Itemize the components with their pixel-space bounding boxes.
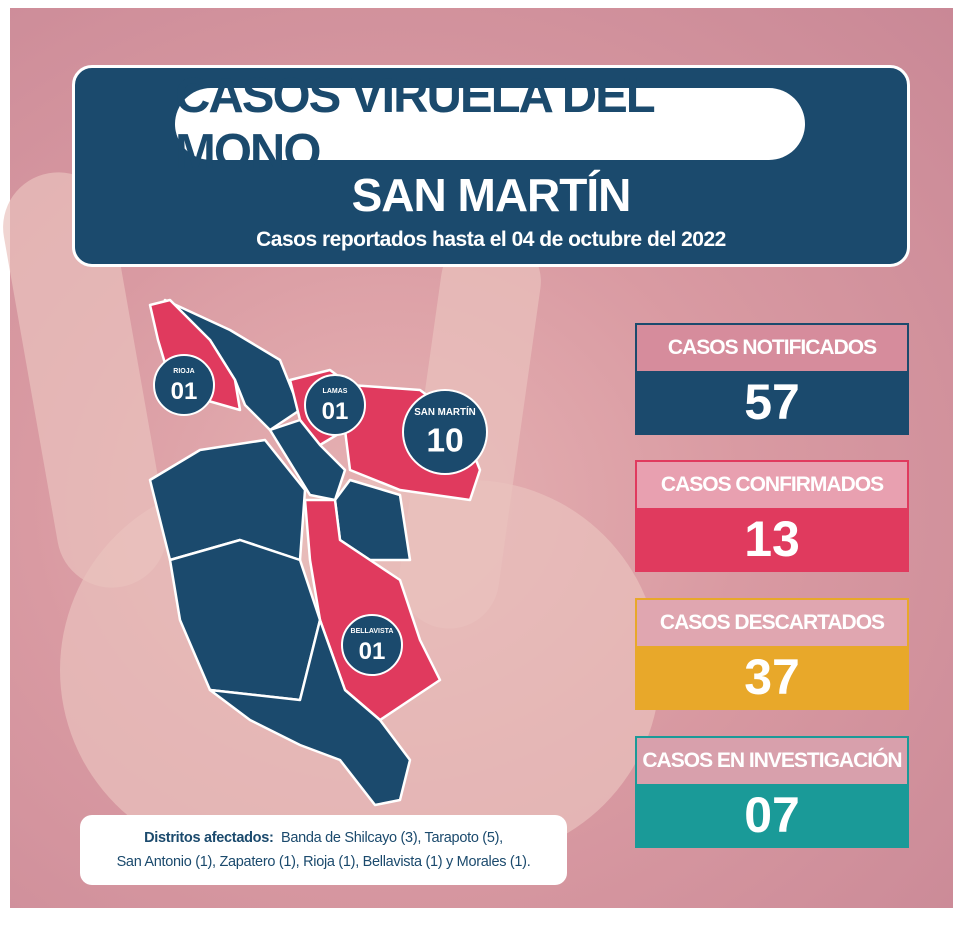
badge: LAMAS 01 [304, 374, 366, 436]
badge-count: 01 [171, 378, 198, 405]
stat-card: CASOS NOTIFICADOS 57 [635, 323, 909, 435]
badge-circle [304, 374, 366, 436]
badge: BELLAVISTA 01 [341, 614, 403, 676]
province [168, 538, 322, 702]
footer-text: Banda de Shilcayo (3), Tarapoto (5), [280, 830, 503, 846]
footer-text: San Antonio (1), Zapatero (1), Rioja (1)… [116, 854, 531, 870]
badge-name: SAN MARTÍN [414, 406, 476, 418]
stat-value: 37 [637, 646, 907, 708]
badge-circle [153, 354, 215, 416]
date-line: Casos reportados hasta el 04 de octubre … [256, 228, 726, 251]
stat-label: CASOS CONFIRMADOS [637, 462, 907, 508]
badge: SAN MARTÍN 10 [402, 389, 488, 475]
stat-value: 57 [637, 371, 907, 433]
footer-lead: Distritos afectados: [144, 830, 274, 846]
province [148, 438, 307, 562]
stat-label: CASOS EN INVESTIGACIÓN [637, 738, 907, 784]
badge-name: BELLAVISTA [351, 628, 394, 635]
stat-label: CASOS NOTIFICADOS [637, 325, 907, 371]
header: CASOS VIRUELA DEL MONO SAN MARTÍN Casos … [72, 65, 910, 267]
subtitle: SAN MARTÍN [351, 169, 632, 221]
badge-name: RIOJA [173, 368, 194, 375]
province [208, 618, 412, 807]
stat-card: CASOS EN INVESTIGACIÓN 07 [635, 736, 909, 848]
province [268, 418, 347, 502]
footer: Distritos afectados: Banda de Shilcayo (… [80, 815, 567, 885]
badge-circle [402, 389, 488, 475]
stat-card: CASOS CONFIRMADOS 13 [635, 460, 909, 572]
stat-card: CASOS DESCARTADOS 37 [635, 598, 909, 710]
stat-label: CASOS DESCARTADOS [637, 600, 907, 646]
badge: RIOJA 01 [153, 354, 215, 416]
stat-value: 13 [637, 508, 907, 570]
badge-count: 01 [359, 638, 386, 665]
badge-count: 01 [322, 398, 349, 425]
badge-count: 10 [426, 423, 463, 460]
province [148, 298, 242, 412]
badge-name: LAMAS [323, 388, 348, 395]
stat-value: 07 [637, 784, 907, 846]
badge-circle [341, 614, 403, 676]
